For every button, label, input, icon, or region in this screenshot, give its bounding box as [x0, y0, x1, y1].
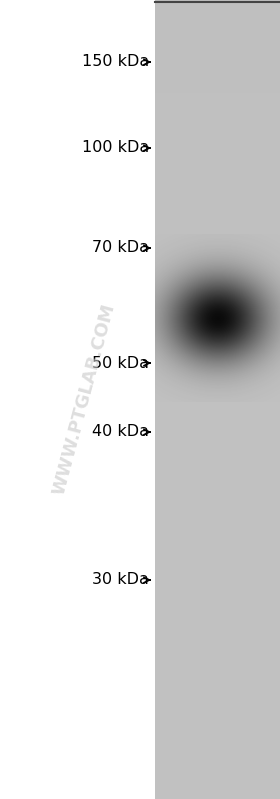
- Text: 30 kDa: 30 kDa: [92, 573, 149, 587]
- Text: 70 kDa: 70 kDa: [92, 240, 149, 256]
- Text: 150 kDa: 150 kDa: [82, 54, 149, 70]
- Text: 40 kDa: 40 kDa: [92, 424, 149, 439]
- Text: WWW.PTGLAB.COM: WWW.PTGLAB.COM: [50, 302, 118, 497]
- Text: 50 kDa: 50 kDa: [92, 356, 149, 371]
- Text: 100 kDa: 100 kDa: [82, 141, 149, 156]
